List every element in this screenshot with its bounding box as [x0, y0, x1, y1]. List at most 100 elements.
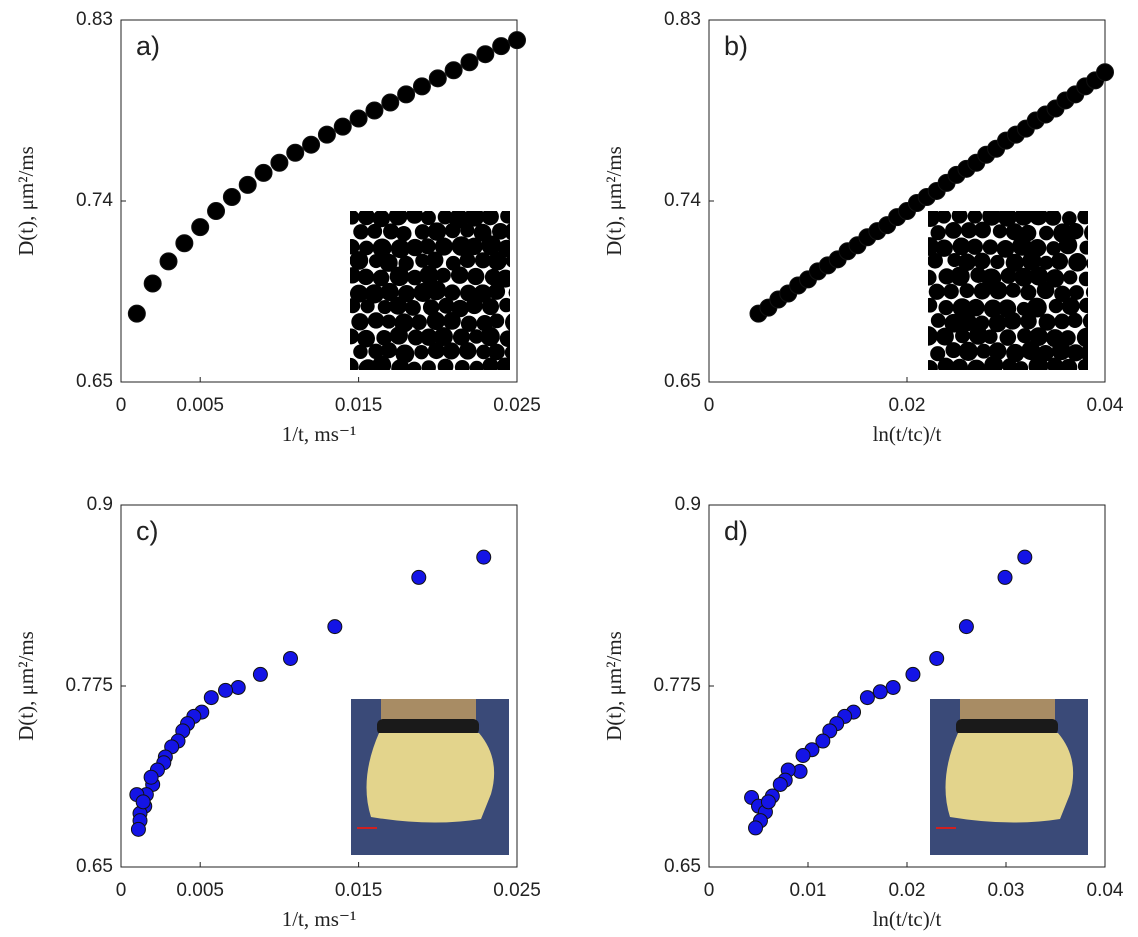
point: [207, 202, 226, 221]
grain: [419, 238, 436, 255]
grain: [1047, 357, 1063, 370]
grain: [414, 224, 431, 240]
point: [159, 252, 178, 271]
grain: [937, 357, 955, 370]
grain: [935, 327, 954, 346]
x-tick-label: 0.03: [988, 880, 1025, 901]
grain: [1000, 267, 1017, 284]
grain: [460, 315, 478, 332]
grain: [372, 211, 391, 228]
grain: [420, 328, 438, 346]
grain: [350, 284, 369, 303]
grain: [396, 225, 412, 242]
grain: [1063, 270, 1078, 285]
grain: [496, 357, 510, 370]
grain: [990, 254, 1005, 270]
point: [1096, 63, 1114, 82]
grain: [452, 328, 471, 346]
grain: [945, 222, 962, 239]
inset-content: [928, 211, 1088, 370]
grain: [928, 269, 937, 286]
grain: [1028, 356, 1049, 370]
grain: [967, 298, 985, 317]
grain: [469, 329, 484, 344]
grain: [1038, 313, 1056, 331]
point: [238, 175, 257, 194]
grain: [976, 343, 992, 359]
grain: [473, 284, 492, 303]
grain: [369, 253, 384, 269]
y-tick-label: 0.74: [664, 190, 701, 211]
point: [143, 274, 162, 293]
point: [795, 748, 811, 764]
grain: [1067, 312, 1083, 329]
point: [476, 45, 495, 64]
scale-bar: [936, 827, 956, 829]
point: [130, 821, 146, 837]
grain: [1051, 341, 1071, 361]
point: [230, 679, 246, 695]
x-tick-label: 0.005: [176, 880, 224, 901]
grain: [935, 239, 953, 257]
grain: [426, 311, 446, 331]
grain: [1048, 298, 1064, 314]
grain: [442, 342, 460, 360]
bristles: [366, 733, 495, 823]
grain: [1080, 343, 1088, 363]
y-tick-label: 0.65: [664, 371, 701, 392]
grain: [982, 329, 998, 345]
grain: [351, 313, 369, 331]
x-axis-label: 1/t, ms⁻¹: [282, 907, 357, 931]
grain: [474, 252, 492, 269]
point: [444, 61, 463, 80]
grain: [1002, 358, 1017, 370]
inset-content: [351, 699, 509, 855]
x-axis-label: ln(t/tc)/t: [873, 422, 942, 446]
grain: [930, 346, 946, 362]
x-tick-label: 0.02: [889, 880, 926, 901]
point: [815, 733, 831, 749]
y-tick-label: 0.65: [76, 371, 113, 392]
grain: [467, 267, 485, 286]
x-axis-label: ln(t/tc)/t: [873, 907, 942, 931]
grain: [1054, 313, 1070, 330]
point: [175, 234, 194, 253]
grain: [411, 314, 427, 330]
grain: [460, 223, 475, 238]
grain: [951, 358, 968, 370]
grain: [1029, 266, 1049, 286]
grain: [406, 211, 424, 224]
grain: [359, 240, 374, 256]
grain: [1036, 281, 1055, 300]
grain: [1005, 282, 1021, 298]
point: [760, 794, 776, 810]
grain: [1022, 251, 1042, 271]
point: [254, 163, 273, 182]
point: [411, 569, 427, 585]
grain: [928, 360, 938, 370]
grain: [966, 238, 984, 255]
grain: [465, 237, 483, 256]
grain: [1069, 285, 1084, 300]
grain: [482, 357, 499, 370]
grain: [350, 357, 359, 370]
grain: [443, 312, 461, 330]
grain: [372, 238, 392, 258]
point: [905, 666, 921, 682]
grain: [959, 283, 975, 299]
panel-label: a): [136, 31, 160, 61]
grain: [379, 253, 398, 272]
grain: [496, 269, 510, 288]
grain: [437, 358, 454, 370]
grain: [372, 355, 392, 370]
grain: [938, 300, 954, 316]
grain: [492, 222, 509, 240]
grain: [958, 341, 978, 361]
grain: [481, 298, 500, 316]
point: [872, 684, 888, 700]
inset-content: [930, 699, 1088, 855]
grain: [1020, 312, 1037, 330]
grain: [489, 313, 505, 329]
grain: [350, 238, 360, 255]
grain: [508, 288, 510, 298]
